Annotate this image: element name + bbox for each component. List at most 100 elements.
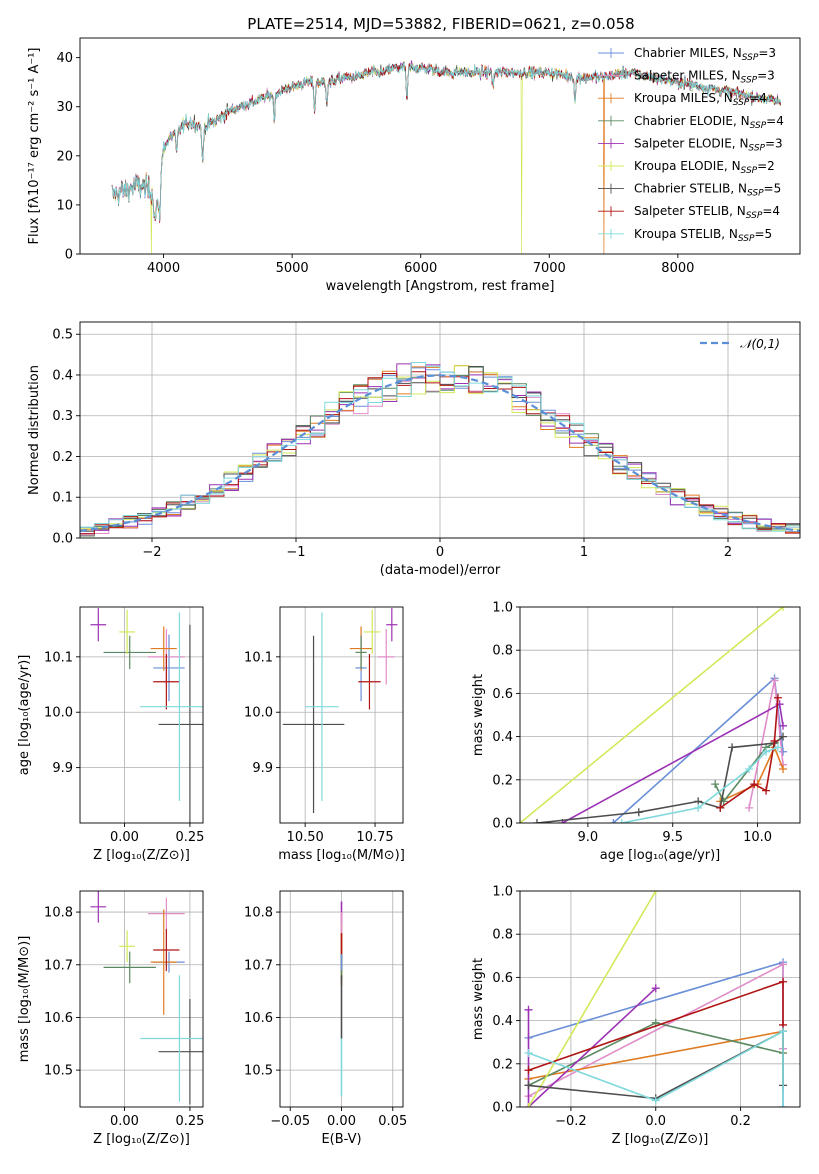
weight-marker xyxy=(617,819,626,823)
errorbar-point-3 xyxy=(103,635,156,670)
axes-residuals: −2 −1 0 1 2 0.0 0.1 0.2 0.3 0.4 0.5 (data-model)/er… xyxy=(27,321,801,578)
x-tick-label: 9.0 xyxy=(578,830,599,845)
y-tick-label: 10.5 xyxy=(244,1064,273,1079)
legend-label: Chabrier STELIB, NSSP=5 xyxy=(634,182,781,199)
x-axis-label: Z [log₁₀(Z/Z⊙)] xyxy=(93,1132,190,1147)
legend-separator: , xyxy=(716,91,724,105)
axes-age-vs-mass: 10.50 10.75 9.9 10.0 10.1 mass [log₁₀(M/M⊙)] xyxy=(244,606,405,863)
errorbar-point-3 xyxy=(355,635,367,670)
weight-marker xyxy=(779,747,788,756)
x-tick-label: −2 xyxy=(142,545,161,560)
legend-nssp-subscript: SSP xyxy=(741,166,758,176)
y-tick-label: 10 xyxy=(56,198,73,213)
y-axis-label: mass [log₁₀(M/M⊙)] xyxy=(17,936,32,1063)
x-tick-label: 2 xyxy=(724,545,732,560)
legend-nssp-value: 2 xyxy=(767,159,775,173)
x-tick-label: 0.00 xyxy=(327,1114,356,1129)
legend-label: Chabrier ELODIE, NSSP=4 xyxy=(634,114,784,131)
axes-frame xyxy=(279,890,404,1108)
x-tick-label: 4000 xyxy=(147,261,180,276)
legend-model-name: Chabrier ELODIE xyxy=(634,114,733,128)
errorbar-point-7 xyxy=(153,928,180,972)
x-tick-label: 0.0 xyxy=(645,1114,666,1129)
legend-label: Chabrier MILES, NSSP=3 xyxy=(634,46,776,63)
legend-nssp-value: 4 xyxy=(759,91,767,105)
y-tick-label: 20 xyxy=(56,149,73,164)
x-tick-label: 9.5 xyxy=(662,830,683,845)
legend-nssp-value: 5 xyxy=(765,227,773,241)
weight-marker xyxy=(524,1049,533,1057)
weight-marker xyxy=(745,803,754,812)
weight-marker xyxy=(770,676,779,685)
y-tick-label: 0.0 xyxy=(492,1101,513,1116)
errorbar-point-4 xyxy=(90,891,107,923)
weight-marker xyxy=(651,984,660,993)
weight-marker xyxy=(634,808,643,817)
legend-nssp-value: 4 xyxy=(772,204,780,218)
y-tick-label: 40 xyxy=(56,51,73,66)
weight-marker xyxy=(779,607,788,611)
legend-nssp-subscript: SSP xyxy=(747,189,764,199)
weight-marker xyxy=(762,747,771,756)
errorbar-point-7 xyxy=(358,654,381,710)
weight-marker xyxy=(779,1027,788,1036)
x-tick-label: −1 xyxy=(286,545,305,560)
legend-label: Salpeter STELIB, NSSP=4 xyxy=(634,204,780,221)
errorbar-point-4 xyxy=(90,608,107,642)
x-tick-label: 10.0 xyxy=(743,830,772,845)
weight-marker xyxy=(773,693,782,702)
legend-nssp-subscript: SSP xyxy=(741,76,758,86)
weight-marker xyxy=(524,1081,533,1090)
legend-nssp-symbol: N xyxy=(732,159,741,173)
normal-reference-curve xyxy=(80,374,800,532)
legend-nssp-symbol: N xyxy=(737,204,746,218)
weight-marker xyxy=(524,1103,533,1107)
y-axis-label: Normed distribution xyxy=(27,365,42,495)
x-axis-label: Z [log₁₀(Z/Z⊙)] xyxy=(93,848,190,863)
weight-marker xyxy=(745,765,754,773)
y-tick-label: 0.8 xyxy=(492,928,513,943)
axes-age-vs-Z: 0.00 0.25 9.9 10.0 10.1 Z [log₁₀(Z/Z⊙)] age [l… xyxy=(17,606,204,863)
x-axis-label: wavelength [Angstrom, rest frame] xyxy=(326,279,555,294)
y-tick-label: 10.0 xyxy=(44,706,73,721)
x-tick-label: 0.00 xyxy=(110,1114,139,1129)
legend-nssp-symbol: N xyxy=(738,182,747,196)
errorbar-point-5 xyxy=(119,609,135,655)
y-tick-label: 9.9 xyxy=(252,761,273,776)
legend-nssp-symbol: N xyxy=(732,69,741,83)
legend-nssp-eq: = xyxy=(757,69,767,83)
errorbar-point-8 xyxy=(140,975,203,1102)
legend-nssp-symbol: N xyxy=(724,91,733,105)
weight-marker xyxy=(609,819,618,823)
legend-model-name: Salpeter ELODIE xyxy=(634,136,732,150)
y-axis-label: mass weight xyxy=(471,674,486,756)
errorbar-point-2 xyxy=(150,909,177,1015)
weight-line-5 xyxy=(520,607,784,823)
x-tick-label: 10.75 xyxy=(356,830,393,845)
legend-nssp-eq: = xyxy=(765,136,775,150)
weight-marker xyxy=(779,721,788,730)
legend-nssp-subscript: SSP xyxy=(738,234,755,244)
errorbar-point-8 xyxy=(305,612,339,801)
weight-marker xyxy=(524,1066,533,1075)
y-tick-label: 10.6 xyxy=(244,1011,273,1026)
legend-label: Salpeter ELODIE, NSSP=3 xyxy=(634,136,783,153)
legend-separator: , xyxy=(730,182,738,196)
legend-label: Kroupa ELODIE, NSSP=2 xyxy=(634,159,775,176)
x-tick-label: −0.2 xyxy=(555,1114,587,1129)
y-tick-label: 10.7 xyxy=(44,958,73,973)
y-tick-label: 1.0 xyxy=(492,601,513,616)
x-tick-label: 0.2 xyxy=(730,1114,751,1129)
legend-model-name: Chabrier MILES xyxy=(634,46,725,60)
y-axis-label: Flux [fλ10⁻¹⁷ erg cm⁻² s⁻¹ A⁻¹] xyxy=(27,48,42,245)
legend-nssp-symbol: N xyxy=(733,46,742,60)
histograms xyxy=(80,362,800,538)
legend-nssp-subscript: SSP xyxy=(742,53,759,63)
axes-frame xyxy=(79,606,204,824)
y-tick-label: 10.1 xyxy=(44,650,73,665)
axes-frame xyxy=(279,606,404,824)
plot-area-age-vs-mass xyxy=(282,608,398,814)
weight-marker xyxy=(651,1096,660,1105)
legend-separator: , xyxy=(721,227,729,241)
y-axis-label: mass weight xyxy=(471,958,486,1040)
